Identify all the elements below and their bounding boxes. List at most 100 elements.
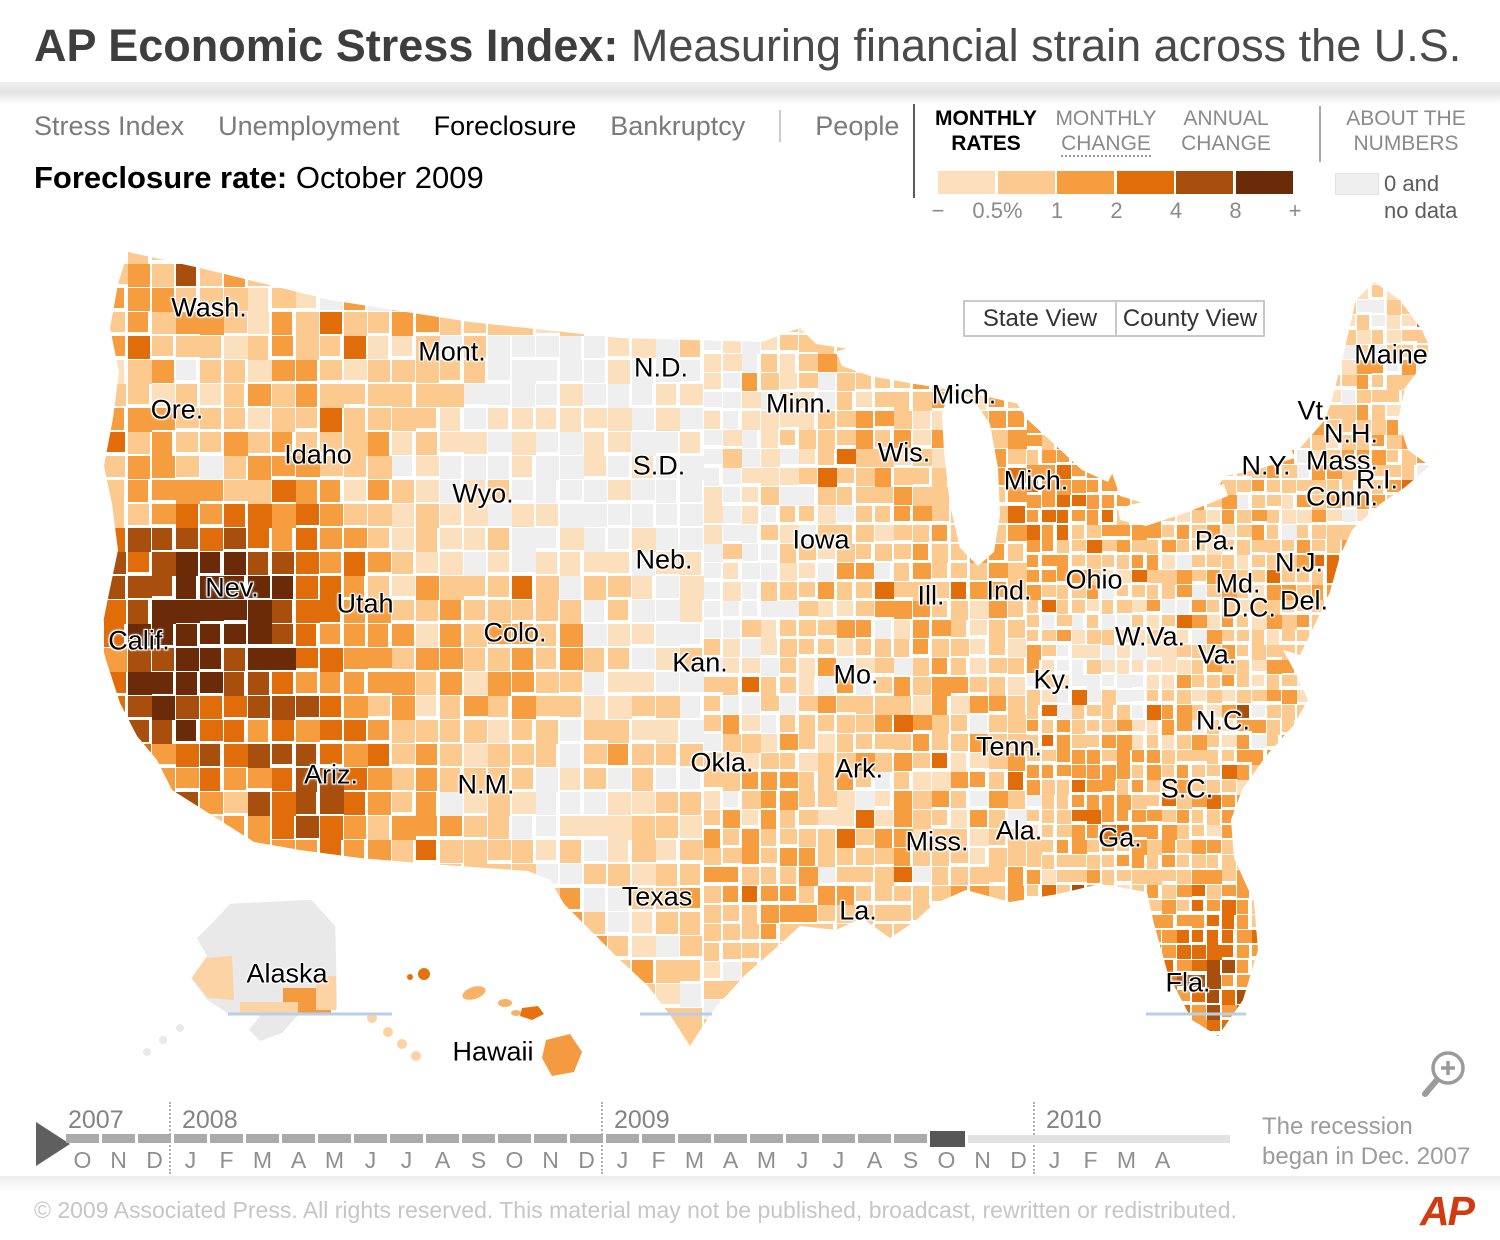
timeline-month-segment[interactable]: [462, 1134, 495, 1143]
zoom-in-icon[interactable]: [1416, 1042, 1482, 1110]
state-label-ala: Ala.: [995, 815, 1043, 846]
timeline-month-segment[interactable]: [498, 1134, 531, 1143]
timeline-month-label: N: [542, 1147, 559, 1173]
state-label-sc: S.C.: [1160, 773, 1214, 804]
state-label-ky: Ky.: [1033, 664, 1071, 695]
timeline-month-segment[interactable]: [606, 1134, 639, 1143]
timeline-month-segment[interactable]: [570, 1134, 603, 1143]
timeline-month-label: J: [1048, 1147, 1061, 1173]
map-subtitle-metric: Foreclosure rate:: [34, 160, 288, 195]
legend-mode-monthly-rates[interactable]: MONTHLY RATES: [935, 107, 1037, 155]
legend-mode-annual-change[interactable]: ANNUAL CHANGE: [1181, 107, 1271, 155]
timeline-month-segment[interactable]: [534, 1134, 567, 1143]
state-label-wva: W.Va.: [1114, 621, 1186, 652]
timeline-current-month-marker[interactable]: [930, 1131, 965, 1147]
timeline-month-segment[interactable]: [678, 1134, 711, 1143]
state-label-del: Del.: [1279, 585, 1329, 616]
state-label-ga: Ga.: [1098, 822, 1142, 853]
timeline-month-segment[interactable]: [282, 1134, 315, 1143]
timeline-month-segment[interactable]: [318, 1134, 351, 1143]
state-label-sd: S.D.: [632, 450, 686, 481]
tab-bankruptcy[interactable]: Bankruptcy: [610, 110, 746, 141]
timeline-month-label: J: [184, 1147, 197, 1173]
timeline-month-segment[interactable]: [786, 1134, 819, 1143]
timeline-month-segment[interactable]: [138, 1134, 171, 1143]
nodata-line2: no data: [1384, 198, 1458, 223]
timeline-month-label: N: [110, 1147, 127, 1173]
timeline-month-label: M: [252, 1147, 273, 1173]
timeline-year-2007: 2007: [68, 1106, 124, 1134]
timeline-month-segment[interactable]: [426, 1134, 459, 1143]
timeline-month-label: J: [796, 1147, 809, 1173]
timeline-month-segment[interactable]: [102, 1134, 135, 1143]
timeline-month-label: J: [832, 1147, 845, 1173]
timeline-month-label: F: [1083, 1147, 1098, 1173]
timeline-month-label: D: [1010, 1147, 1027, 1173]
state-label-la: La.: [839, 895, 877, 926]
legend-nodata-label: 0 and no data: [1384, 170, 1457, 224]
timeline-month-segment[interactable]: [66, 1134, 99, 1143]
timeline-future-track[interactable]: [968, 1135, 1230, 1143]
recession-note-line2: began in Dec. 2007: [1262, 1143, 1471, 1170]
timeline-month-segment[interactable]: [210, 1134, 243, 1143]
state-label-alaska: Alaska: [246, 958, 328, 989]
map-subtitle: Foreclosure rate: October 2009: [34, 160, 484, 196]
tab-unemployment[interactable]: Unemployment: [218, 110, 400, 141]
legend-mode-tabs: MONTHLY RATES MONTHLY CHANGE ANNUAL CHANGE: [926, 106, 1286, 157]
state-label-pa: Pa.: [1194, 525, 1236, 556]
legend-swatch-1: [997, 171, 1055, 194]
page-title-subtext: Measuring financial strain across the U.…: [618, 20, 1462, 71]
state-label-texas: Texas: [621, 881, 693, 912]
state-label-okla: Okla.: [690, 747, 754, 778]
legend-tick-3: 2: [1110, 198, 1123, 223]
timeline-month-label: D: [146, 1147, 163, 1173]
timeline-month-segment[interactable]: [750, 1134, 783, 1143]
timeline-month-segment[interactable]: [246, 1134, 279, 1143]
timeline-month-label: F: [219, 1147, 234, 1173]
timeline-month-segment[interactable]: [822, 1134, 855, 1143]
state-label-md: Md.: [1215, 568, 1261, 599]
state-view-button[interactable]: State View: [965, 302, 1117, 335]
legend-swatch-5: [1235, 171, 1293, 194]
legend-swatch-2: [1057, 171, 1114, 194]
legend-mode-monthly-change[interactable]: MONTHLY CHANGE: [1055, 107, 1157, 157]
state-label-dc: D.C.: [1222, 592, 1276, 623]
timeline-month-segment[interactable]: [714, 1134, 747, 1143]
state-label-minn: Minn.: [765, 388, 833, 419]
tab-stress-index[interactable]: Stress Index: [34, 110, 185, 141]
state-label-vt: Vt.: [1297, 395, 1331, 426]
timeline-month-label: A: [434, 1147, 451, 1173]
timeline-month-segment[interactable]: [174, 1134, 207, 1143]
state-label-ariz: Ariz.: [304, 759, 358, 790]
timeline-month-label: M: [1116, 1147, 1137, 1173]
timeline-month-segment[interactable]: [354, 1134, 387, 1143]
state-label-nev: Nev.: [205, 572, 259, 603]
tab-people[interactable]: People: [815, 110, 900, 141]
about-the-numbers-link[interactable]: ABOUT THE NUMBERS: [1342, 106, 1470, 156]
state-label-ny: N.Y.: [1241, 450, 1291, 481]
state-label-colo: Colo.: [483, 617, 547, 648]
tab-foreclosure[interactable]: Foreclosure: [433, 110, 577, 141]
state-label-neb: Neb.: [635, 544, 693, 575]
page-title-brand: AP Economic Stress Index:: [34, 20, 619, 71]
timeline-month-label: M: [324, 1147, 345, 1173]
timeline-year-2010: 2010: [1046, 1106, 1102, 1134]
timeline-month-label: A: [866, 1147, 883, 1173]
timeline-month-label: M: [756, 1147, 777, 1173]
play-button[interactable]: [36, 1122, 70, 1166]
state-label-ark: Ark.: [834, 753, 884, 784]
timeline-month-segment[interactable]: [390, 1134, 423, 1143]
timeline-month-label: A: [1154, 1147, 1171, 1173]
state-label-miss: Miss.: [905, 826, 969, 857]
timeline-month-segment[interactable]: [894, 1134, 927, 1143]
topic-tabs: Stress Index Unemployment Foreclosure Bankr…: [34, 110, 899, 142]
state-label-wis: Wis.: [877, 437, 931, 468]
timeline-month-segment[interactable]: [858, 1134, 891, 1143]
timeline-year-2009: 2009: [614, 1106, 670, 1134]
county-view-button[interactable]: County View: [1117, 302, 1263, 335]
map-subtitle-date: October 2009: [287, 160, 484, 195]
timeline-month-segment[interactable]: [642, 1134, 675, 1143]
page-title: AP Economic Stress Index: Measuring fina…: [34, 20, 1461, 72]
